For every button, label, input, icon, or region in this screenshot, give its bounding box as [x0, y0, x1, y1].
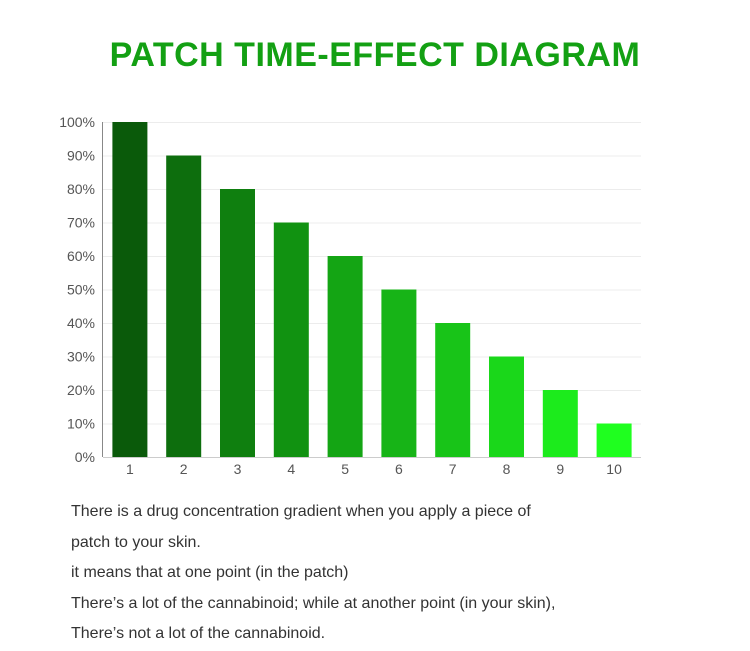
bar: [542, 390, 578, 457]
bars: [112, 122, 632, 457]
y-tick-label: 0%: [75, 449, 95, 465]
y-tick-label: 100%: [59, 114, 95, 130]
x-tick-label: 7: [449, 461, 457, 477]
y-tick-label: 70%: [67, 215, 95, 231]
bar: [273, 222, 309, 457]
x-tick-label: 2: [180, 461, 188, 477]
bar: [596, 423, 632, 457]
y-tick-label: 60%: [67, 248, 95, 264]
bar: [381, 289, 417, 457]
x-tick-label: 8: [503, 461, 511, 477]
x-tick-label: 6: [395, 461, 403, 477]
bar: [327, 256, 363, 457]
x-tick-label: 3: [234, 461, 242, 477]
y-tick-label: 10%: [67, 416, 95, 432]
caption-line: it means that at one point (in the patch…: [71, 564, 349, 581]
caption-line: patch to your skin.: [71, 533, 201, 551]
x-tick-label: 5: [341, 461, 349, 477]
bar: [435, 323, 471, 457]
bar-chart: 0% 10% 20% 30% 40% 50% 60% 70% 80% 90% 100% 1 2 3 4 5 6…: [59, 114, 641, 477]
caption-line: There’s a lot of the cannabinoid; while …: [71, 594, 556, 612]
x-tick-label: 10: [606, 461, 622, 477]
y-tick-label: 40%: [67, 315, 95, 331]
y-axis-ticks: 0% 10% 20% 30% 40% 50% 60% 70% 80% 90% 100%: [59, 114, 95, 465]
description-text: There is a drug concentration gradient w…: [71, 497, 711, 650]
bar: [489, 356, 524, 457]
bar: [112, 122, 148, 457]
x-tick-label: 9: [556, 461, 564, 477]
y-tick-label: 30%: [67, 349, 95, 365]
y-tick-label: 20%: [67, 382, 95, 398]
bar: [220, 189, 255, 457]
x-tick-label: 1: [126, 461, 134, 477]
y-tick-label: 50%: [67, 282, 95, 298]
caption-line: There’s not a lot of the cannabinoid.: [71, 625, 326, 642]
y-tick-label: 80%: [67, 181, 95, 197]
caption-line: There is a drug concentration gradient w…: [71, 503, 531, 520]
bar: [166, 155, 202, 457]
y-tick-label: 90%: [67, 148, 95, 164]
chart-title: PATCH TIME-EFFECT DIAGRAM: [109, 36, 641, 74]
x-tick-label: 4: [287, 461, 295, 477]
x-axis-ticks: 1 2 3 4 5 6 7 8 9 10: [126, 461, 622, 477]
